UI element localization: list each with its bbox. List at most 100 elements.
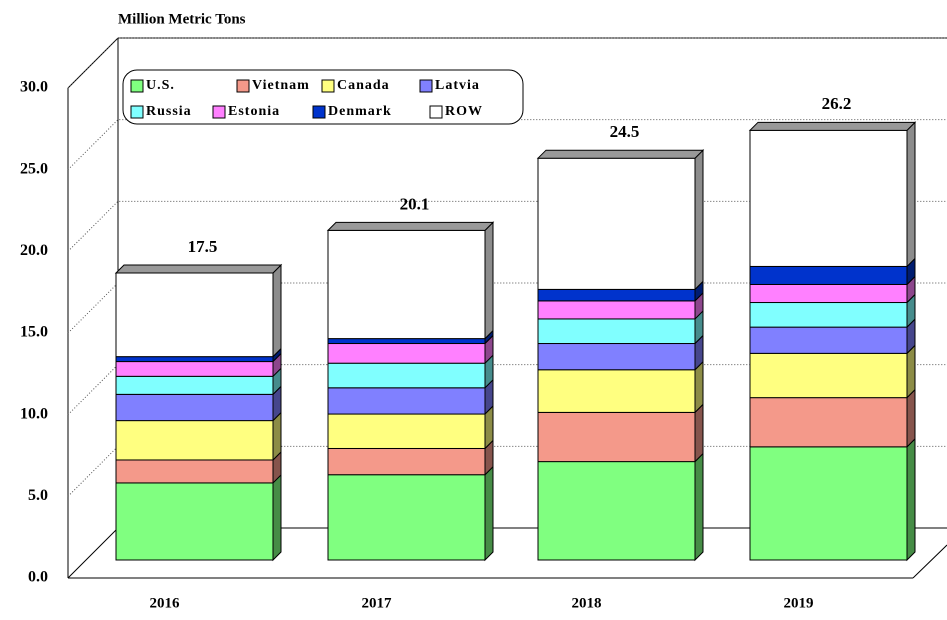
bar-top bbox=[748, 121, 917, 131]
y-tick-label: 10.0 bbox=[20, 405, 48, 422]
bar-side-shade bbox=[273, 265, 281, 357]
x-tick-label: 2018 bbox=[572, 595, 602, 611]
bar-side-shade bbox=[485, 440, 493, 475]
legend-swatch bbox=[321, 79, 335, 93]
legend-label: U.S. bbox=[146, 78, 175, 93]
bar-segment bbox=[537, 300, 696, 320]
bar-top bbox=[536, 149, 705, 159]
legend-label: Latvia bbox=[435, 78, 480, 93]
bar-side-shade bbox=[273, 474, 281, 560]
bar-segment bbox=[537, 461, 696, 561]
bar-side-shade bbox=[273, 451, 281, 483]
bar-side-shade bbox=[485, 330, 493, 344]
bar-segment bbox=[327, 474, 486, 561]
bar-segment bbox=[115, 356, 274, 363]
bar-segment bbox=[327, 229, 486, 340]
total-label: 26.2 bbox=[822, 94, 852, 113]
bar-side-shade bbox=[907, 294, 915, 328]
bar-segment bbox=[115, 375, 274, 395]
bar-side-shade bbox=[485, 335, 493, 364]
chart-title: Million Metric Tons bbox=[118, 11, 246, 27]
y-tick-label: 0.0 bbox=[28, 569, 48, 586]
legend-label: Canada bbox=[337, 78, 390, 93]
bar-segment bbox=[537, 157, 696, 290]
bar-side-shade bbox=[273, 353, 281, 377]
total-label: 17.5 bbox=[188, 237, 218, 256]
bar-side-shade bbox=[907, 438, 915, 560]
y-tick-label: 30.0 bbox=[20, 79, 48, 96]
bar-segment bbox=[537, 288, 696, 302]
bar-segment bbox=[327, 387, 486, 415]
bar-segment bbox=[749, 302, 908, 328]
bar-side-shade bbox=[695, 404, 703, 462]
legend-label: Estonia bbox=[228, 104, 280, 119]
bar-side-shade bbox=[695, 335, 703, 370]
grid: 0.0 5.0 10.0 15.0 20.0 25.0 30.0 bbox=[20, 37, 947, 586]
bar-side-shade bbox=[695, 150, 703, 290]
bar-segment bbox=[115, 420, 274, 461]
bar-side-shade bbox=[907, 122, 915, 267]
bar-segment bbox=[749, 283, 908, 304]
bar-side-shade bbox=[485, 379, 493, 415]
legend-swatch bbox=[236, 79, 250, 93]
total-label: 20.1 bbox=[400, 194, 430, 213]
bar-side-shade bbox=[485, 406, 493, 449]
bar-segment bbox=[749, 352, 908, 399]
bar-segment bbox=[749, 129, 908, 267]
bar-segment bbox=[115, 393, 274, 422]
legend-swatch bbox=[429, 105, 443, 119]
bar-segment bbox=[327, 362, 486, 389]
bar-segment bbox=[537, 318, 696, 345]
legend-swatch bbox=[130, 79, 144, 93]
legend-label: ROW bbox=[445, 104, 483, 119]
bar-segment bbox=[327, 338, 486, 345]
legend-swatch bbox=[419, 79, 433, 93]
bar-segment bbox=[749, 397, 908, 448]
bar-top bbox=[114, 264, 283, 274]
y-tick-label: 20.0 bbox=[20, 242, 48, 259]
bar-side-shade bbox=[485, 222, 493, 339]
bar-side-shade bbox=[695, 310, 703, 344]
legend-label: Denmark bbox=[328, 104, 392, 119]
bar-side-shade bbox=[273, 386, 281, 421]
bar-side-shade bbox=[907, 389, 915, 447]
legend-swatch bbox=[312, 105, 326, 119]
total-label: 24.5 bbox=[610, 122, 640, 141]
bar-segment bbox=[115, 482, 274, 561]
legend-swatch bbox=[130, 105, 144, 119]
bar-segment bbox=[537, 343, 696, 371]
legend-items: U.S. Vietnam Canada Latvia Russia Estonia Denm… bbox=[130, 78, 483, 119]
bar-side-shade bbox=[907, 319, 915, 354]
bar-segment bbox=[327, 447, 486, 476]
bar-segment bbox=[115, 361, 274, 377]
bar-side-shade bbox=[273, 412, 281, 460]
bar-segment bbox=[327, 413, 486, 449]
bar-top bbox=[326, 221, 495, 231]
bar-side-shade bbox=[695, 361, 703, 413]
legend-swatch bbox=[212, 105, 226, 119]
bar-side-shade bbox=[695, 281, 703, 301]
x-tick-label: 2016 bbox=[150, 595, 181, 611]
bar-side-shade bbox=[273, 348, 281, 362]
y-tick-label: 15.0 bbox=[20, 324, 48, 341]
bar-segment bbox=[327, 343, 486, 364]
bar-side-shade bbox=[485, 355, 493, 388]
bar-segment bbox=[749, 326, 908, 354]
bar-segment bbox=[115, 272, 274, 358]
bar-side-shade bbox=[695, 453, 703, 560]
bar-segment bbox=[749, 446, 908, 561]
bar-segment bbox=[537, 369, 696, 413]
bars: 2016 17.5 2017 20.1 2018 24.5 2019 26.2 bbox=[114, 94, 917, 611]
bar-side-shade bbox=[485, 466, 493, 560]
x-tick-label: 2017 bbox=[362, 595, 393, 611]
x-tick-label: 2019 bbox=[784, 595, 814, 611]
y-tick-label: 25.0 bbox=[20, 160, 48, 177]
bar-side-shade bbox=[907, 345, 915, 398]
legend-label: Russia bbox=[146, 104, 192, 119]
bar-segment bbox=[749, 265, 908, 285]
legend-label: Vietnam bbox=[252, 78, 310, 93]
bar-segment bbox=[537, 411, 696, 463]
bar-segment bbox=[115, 459, 274, 484]
y-tick-label: 5.0 bbox=[28, 487, 48, 504]
